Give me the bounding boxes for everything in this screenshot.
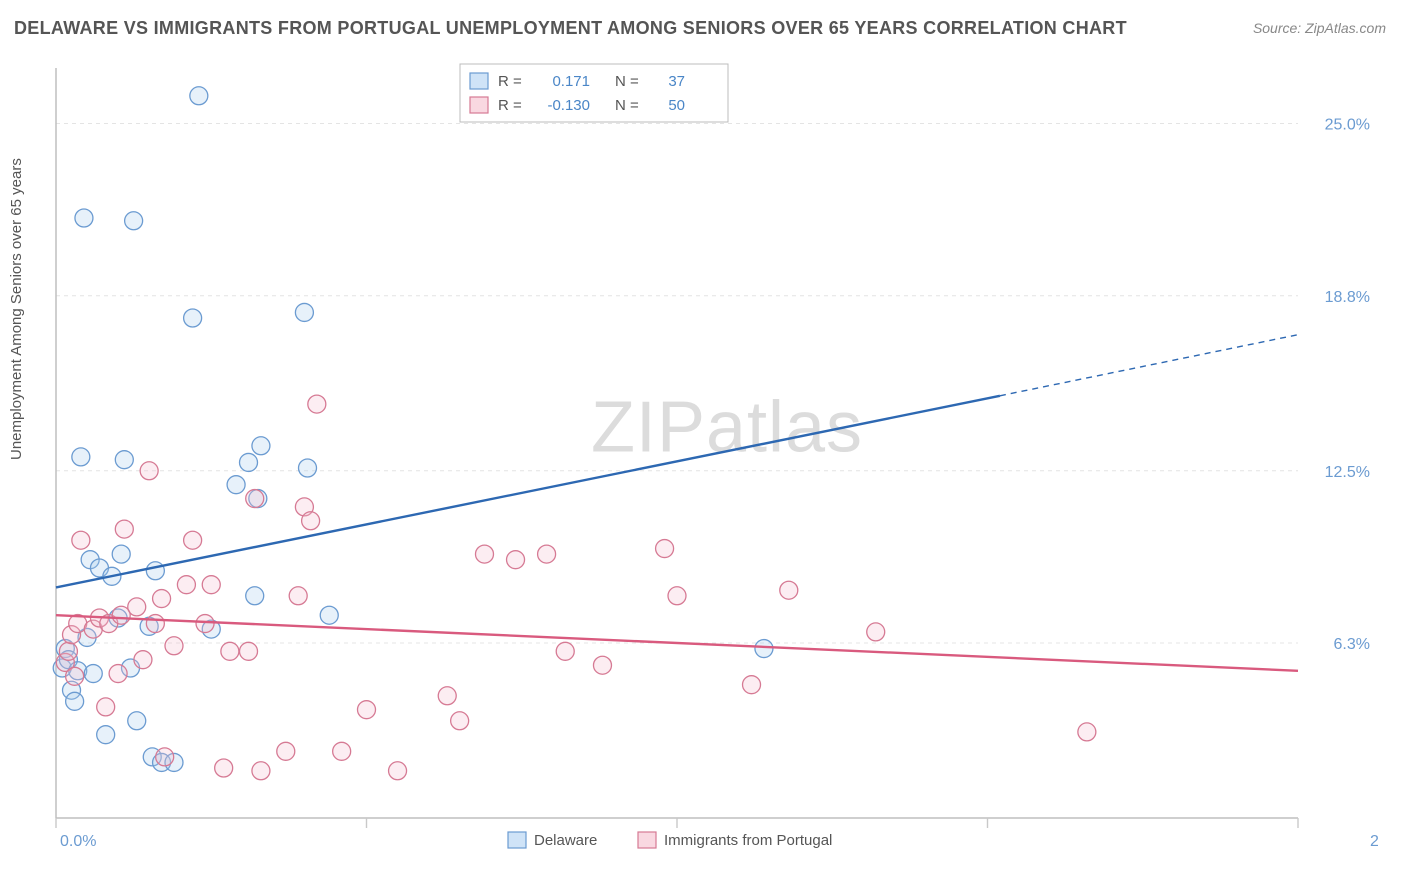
legend-swatch <box>470 97 488 113</box>
scatter-point <box>252 437 270 455</box>
scatter-point <box>128 598 146 616</box>
trend-line <box>56 396 1000 588</box>
scatter-point <box>358 701 376 719</box>
legend-n-value: 50 <box>668 97 685 114</box>
scatter-point <box>221 642 239 660</box>
scatter-point <box>97 698 115 716</box>
scatter-point <box>140 462 158 480</box>
scatter-point <box>125 212 143 230</box>
scatter-point <box>593 656 611 674</box>
scatter-point <box>165 637 183 655</box>
scatter-point <box>451 712 469 730</box>
scatter-point <box>246 587 264 605</box>
scatter-point <box>97 726 115 744</box>
y-tick-label: 12.5% <box>1325 464 1370 481</box>
y-tick-label: 25.0% <box>1325 117 1370 134</box>
chart-title: DELAWARE VS IMMIGRANTS FROM PORTUGAL UNE… <box>14 18 1127 39</box>
scatter-point <box>146 562 164 580</box>
legend-swatch <box>508 832 526 848</box>
x-tick-label: 0.0% <box>60 833 96 850</box>
scatter-point <box>75 209 93 227</box>
scatter-point <box>755 640 773 658</box>
scatter-point <box>299 459 317 477</box>
scatter-point <box>184 309 202 327</box>
scatter-point <box>438 687 456 705</box>
scatter-point <box>308 395 326 413</box>
scatter-point <box>66 667 84 685</box>
legend-r-value: 0.171 <box>552 73 590 90</box>
x-tick-label: 20.0% <box>1370 833 1378 850</box>
legend-n-label: N = <box>615 97 639 114</box>
scatter-point <box>177 576 195 594</box>
scatter-point <box>668 587 686 605</box>
scatter-point <box>115 451 133 469</box>
scatter-point <box>507 551 525 569</box>
scatter-point <box>556 642 574 660</box>
chart-svg: 6.3% 12.5% 18.8% 25.0% ZIPatlas 0.0% 20.0% R = 0… <box>48 60 1378 850</box>
legend-series-label: Immigrants from Portugal <box>664 832 832 849</box>
scatter-point <box>252 762 270 780</box>
chart-container: DELAWARE VS IMMIGRANTS FROM PORTUGAL UNE… <box>0 0 1406 892</box>
legend-n-label: N = <box>615 73 639 90</box>
scatter-point <box>240 642 258 660</box>
scatter-point <box>184 531 202 549</box>
legend-r-value: -0.130 <box>547 97 590 114</box>
scatter-point <box>146 615 164 633</box>
scatter-point <box>156 748 174 766</box>
legend-series-label: Delaware <box>534 832 597 849</box>
scatter-point <box>320 606 338 624</box>
scatter-point <box>190 87 208 105</box>
scatter-point <box>72 531 90 549</box>
scatter-point <box>112 545 130 563</box>
y-tick-label: 18.8% <box>1325 289 1370 306</box>
scatter-point <box>389 762 407 780</box>
source-name: ZipAtlas.com <box>1305 20 1386 36</box>
scatter-point <box>84 665 102 683</box>
scatter-point <box>153 590 171 608</box>
legend-r-label: R = <box>498 97 522 114</box>
trend-line-dashed <box>1000 335 1298 396</box>
scatter-point <box>780 581 798 599</box>
y-tick-label: 6.3% <box>1334 636 1370 653</box>
scatter-point <box>246 490 264 508</box>
scatter-point <box>1078 723 1096 741</box>
scatter-point <box>227 476 245 494</box>
scatter-point <box>66 692 84 710</box>
scatter-point <box>240 453 258 471</box>
watermark-text: ZIPatlas <box>591 387 863 467</box>
scatter-point <box>59 642 77 660</box>
scatter-point <box>134 651 152 669</box>
y-axis-label: Unemployment Among Seniors over 65 years <box>8 158 25 460</box>
scatter-point <box>277 742 295 760</box>
legend-r-label: R = <box>498 73 522 90</box>
legend-swatch <box>470 73 488 89</box>
scatter-point <box>196 615 214 633</box>
scatter-point <box>109 665 127 683</box>
scatter-point <box>295 303 313 321</box>
scatter-point <box>128 712 146 730</box>
scatter-point <box>656 540 674 558</box>
scatter-point <box>867 623 885 641</box>
scatter-point <box>475 545 493 563</box>
scatter-point <box>289 587 307 605</box>
source-attribution: Source: ZipAtlas.com <box>1253 20 1386 36</box>
scatter-point <box>743 676 761 694</box>
scatter-point <box>538 545 556 563</box>
scatter-point <box>115 520 133 538</box>
scatter-point <box>302 512 320 530</box>
scatter-point <box>215 759 233 777</box>
scatter-point <box>202 576 220 594</box>
chart-plot-area: 6.3% 12.5% 18.8% 25.0% ZIPatlas 0.0% 20.0% R = 0… <box>48 60 1378 850</box>
scatter-point <box>72 448 90 466</box>
scatter-point <box>333 742 351 760</box>
legend-swatch <box>638 832 656 848</box>
legend-n-value: 37 <box>668 73 685 90</box>
source-label: Source: <box>1253 20 1305 36</box>
